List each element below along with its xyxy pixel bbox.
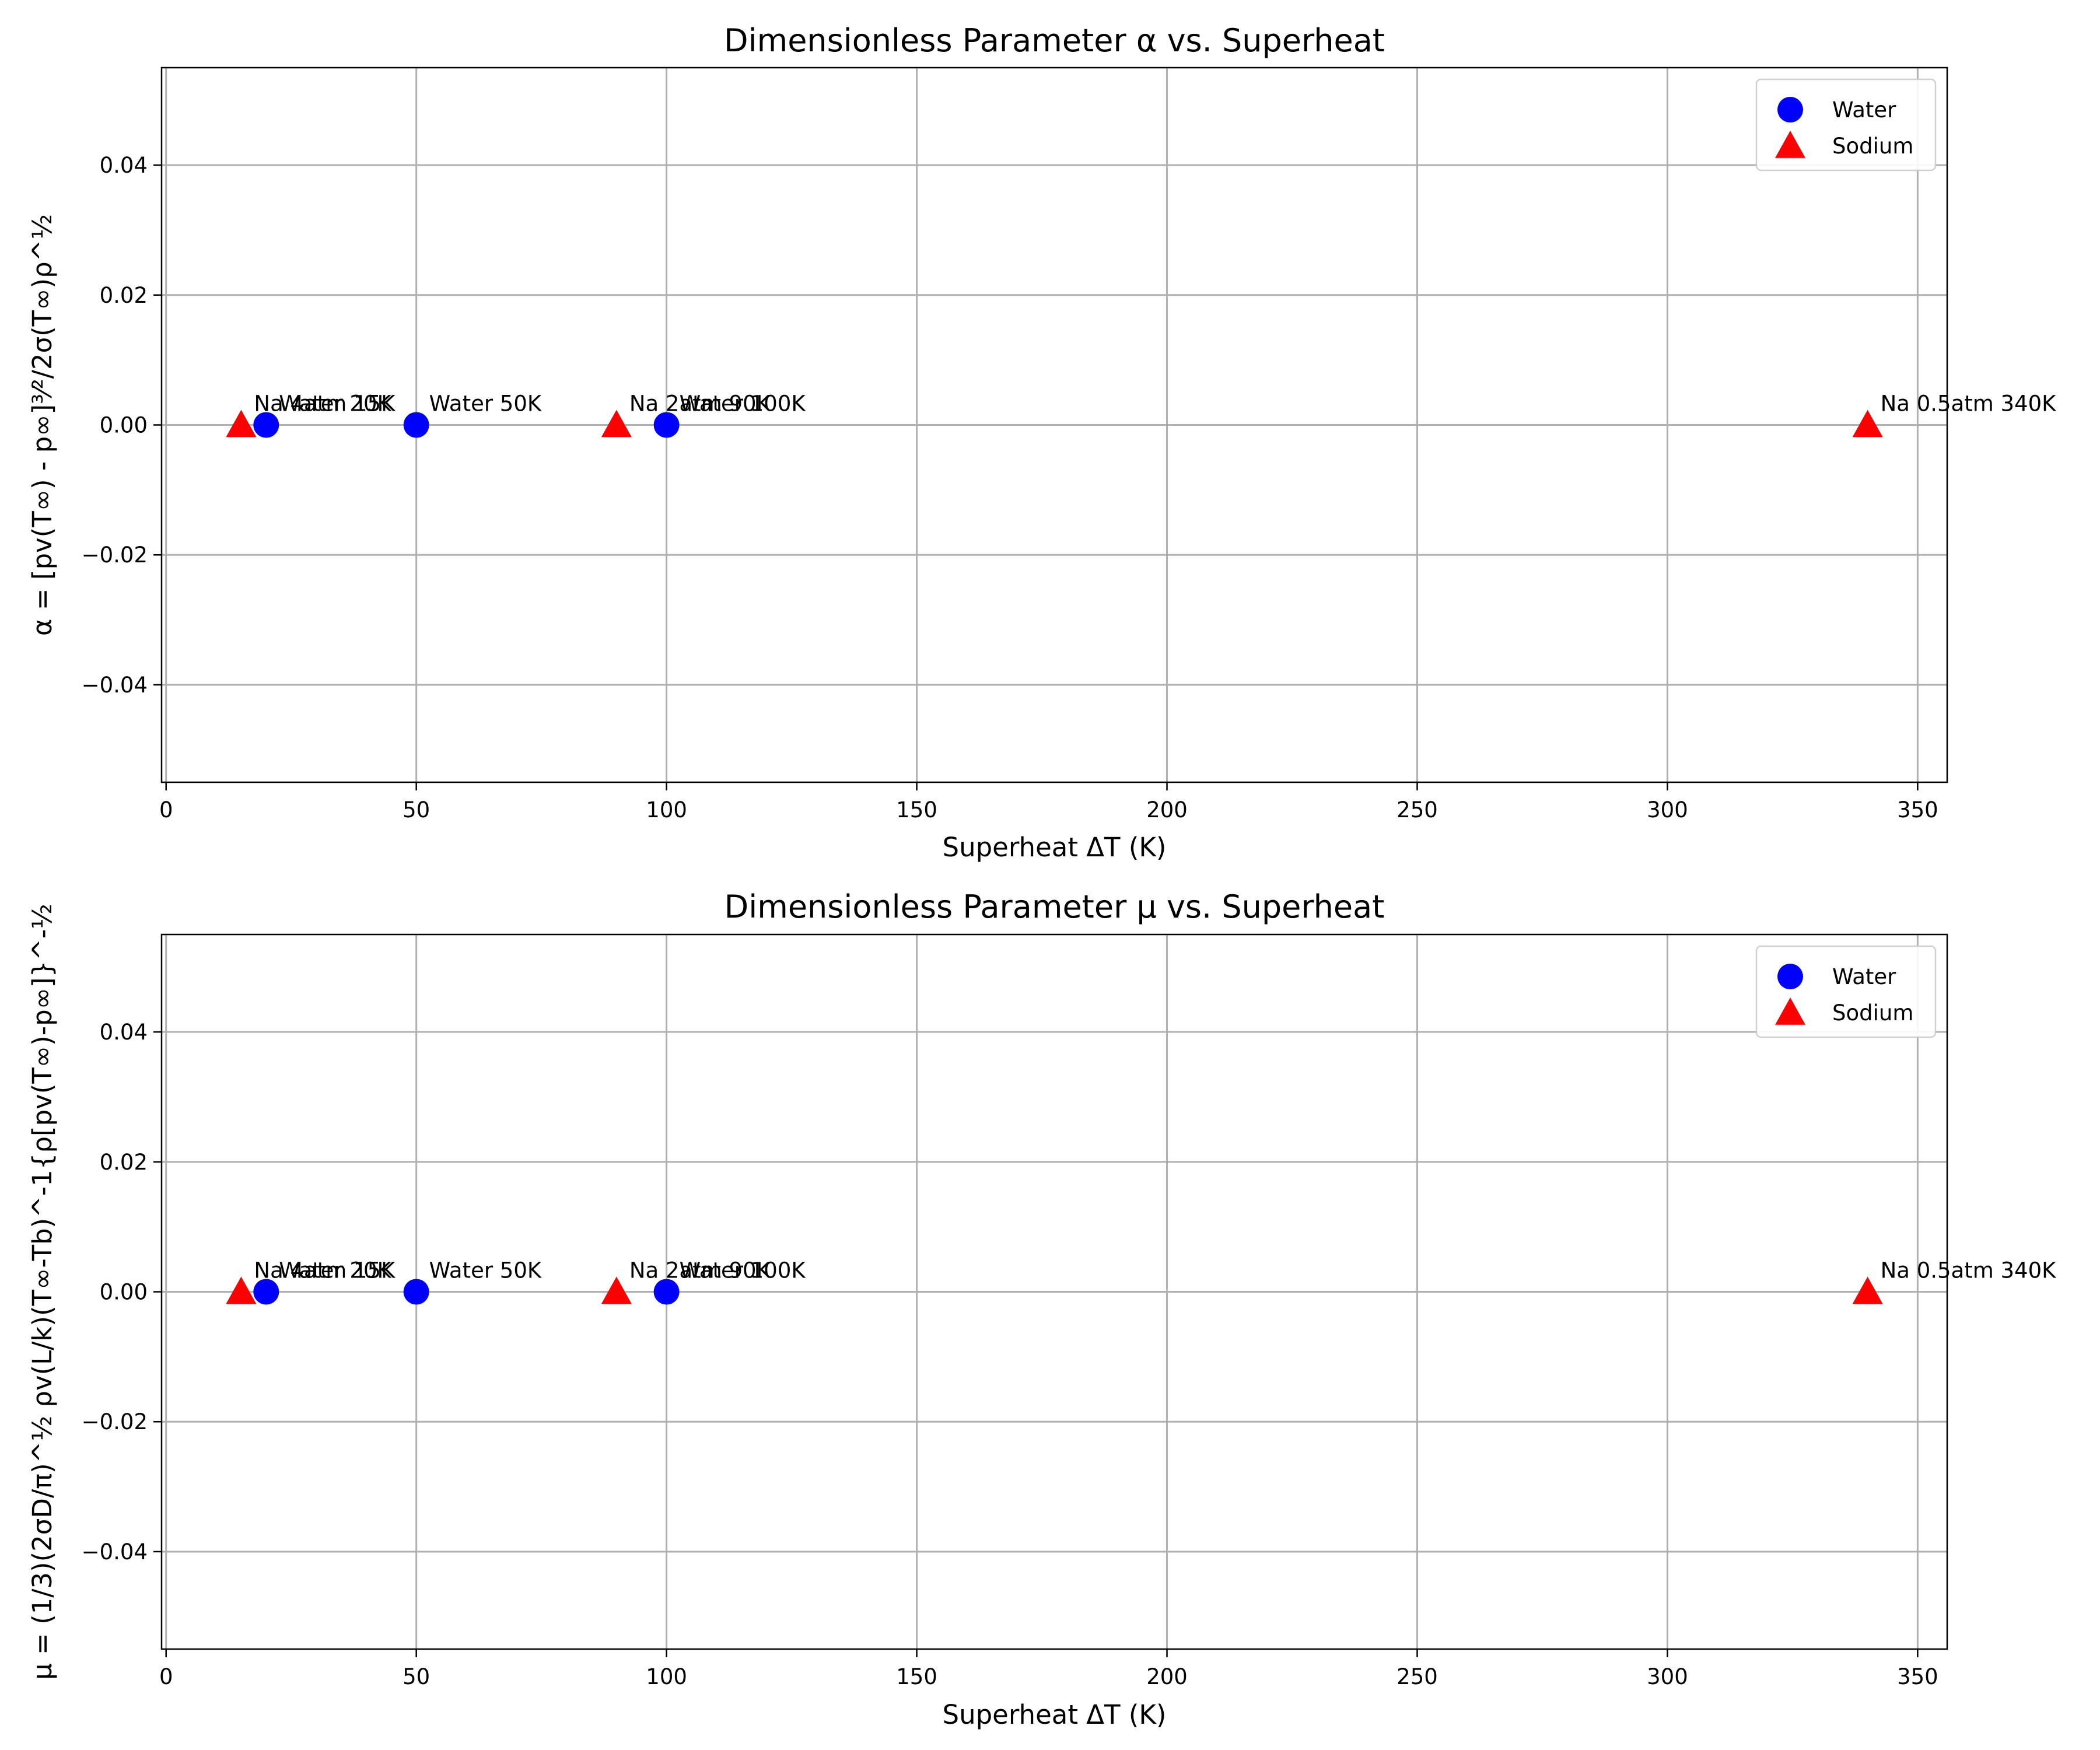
chart-panel-1: 0 50 100 150 200 250 300 350 0.04 0.02 0.00 −0.02 −0… (27, 22, 2057, 863)
y-tick-label: 0.02 (100, 283, 148, 308)
x-tick-label: 0 (159, 797, 173, 822)
sodium-data-point (601, 410, 632, 438)
x-tick-label: 50 (402, 797, 430, 822)
water-data-point (653, 412, 680, 438)
data-point-label: Water 20K (279, 1258, 392, 1283)
legend-marker-water (1777, 97, 1803, 123)
water-data-point (653, 1279, 680, 1305)
x-axis-label: Superheat ΔT (K) (943, 832, 1167, 863)
x-tick-label: 100 (646, 1664, 687, 1689)
sodium-data-point (1852, 1276, 1883, 1304)
data-point-label: Na 2atm 90K (629, 391, 772, 416)
x-tick-label: 200 (1146, 797, 1188, 822)
sodium-data-point (601, 1276, 632, 1304)
legend-box (1755, 945, 1937, 1038)
chart-title: Dimensionless Parameter α vs. Superheat (724, 22, 1385, 59)
legend: Water Sodium (1755, 78, 1937, 172)
legend-entry-label: Sodium (1832, 134, 1913, 159)
y-tick-label: 0.04 (100, 1020, 148, 1045)
x-tick-label: 50 (402, 1664, 430, 1689)
data-point-label: Water 100K (680, 1258, 807, 1283)
y-axis-label: μ = (1/3)(2σD/π)^½ ρv(L/k)(T∞-Tb)^-1{ρ[p… (27, 904, 58, 1680)
x-tick-label: 250 (1396, 1664, 1438, 1689)
legend-entry-label: Water (1832, 97, 1896, 123)
chart-panel-2: 0 50 100 150 200 250 300 350 0.04 0.02 0.00 −0.02 −0… (27, 888, 2057, 1730)
data-point-label: Water 100K (680, 391, 807, 416)
x-tick-label: 350 (1897, 797, 1938, 822)
data-point-label: Water 50K (429, 391, 542, 416)
sodium-data-point (226, 410, 257, 438)
x-axis-label: Superheat ΔT (K) (943, 1699, 1167, 1730)
data-point-label: Na 0.5atm 340K (1881, 1258, 2057, 1283)
legend-entry-label: Water (1832, 964, 1896, 989)
data-point-label: Na 0.5atm 340K (1881, 391, 2057, 416)
x-tick-label: 300 (1647, 797, 1688, 822)
water-data-point (403, 412, 429, 438)
data-point-label: Water 20K (279, 391, 392, 416)
y-tick-label: −0.02 (82, 1409, 148, 1434)
y-tick-label: −0.04 (82, 1539, 148, 1564)
water-data-point (253, 1279, 279, 1305)
legend-marker-water (1777, 964, 1803, 989)
x-tick-label: 350 (1897, 1664, 1938, 1689)
y-tick-label: −0.04 (82, 673, 148, 698)
x-tick-label: 150 (896, 797, 937, 822)
sodium-data-point (1852, 410, 1883, 438)
y-axis-label: α = [pv(T∞) - p∞]³⁄²/2σ(T∞)ρ^½ (27, 214, 58, 636)
data-point-label: Na 4atm 15K (254, 1258, 396, 1283)
legend-marker-sodium (1775, 998, 1805, 1025)
legend-marker-sodium (1775, 131, 1805, 158)
y-tick-label: −0.02 (82, 542, 148, 568)
y-tick-label: 0.00 (100, 1280, 148, 1305)
x-tick-label: 0 (159, 1664, 173, 1689)
chart-title: Dimensionless Parameter μ vs. Superheat (724, 888, 1385, 925)
y-tick-label: 0.02 (100, 1150, 148, 1175)
y-tick-label: 0.00 (100, 413, 148, 438)
x-tick-label: 300 (1647, 1664, 1688, 1689)
data-point-label: Water 50K (429, 1258, 542, 1283)
legend: Water Sodium (1755, 945, 1937, 1038)
x-tick-label: 100 (646, 797, 687, 822)
sodium-data-point (226, 1276, 257, 1304)
x-tick-label: 250 (1396, 797, 1438, 822)
legend-box (1755, 78, 1937, 172)
x-tick-label: 150 (896, 1664, 937, 1689)
data-point-label: Na 4atm 15K (254, 391, 396, 416)
water-data-point (253, 412, 279, 438)
y-tick-label: 0.04 (100, 153, 148, 178)
data-point-label: Na 2atm 90K (629, 1258, 772, 1283)
x-tick-label: 200 (1146, 1664, 1188, 1689)
legend-entry-label: Sodium (1832, 1000, 1913, 1026)
water-data-point (403, 1279, 429, 1305)
